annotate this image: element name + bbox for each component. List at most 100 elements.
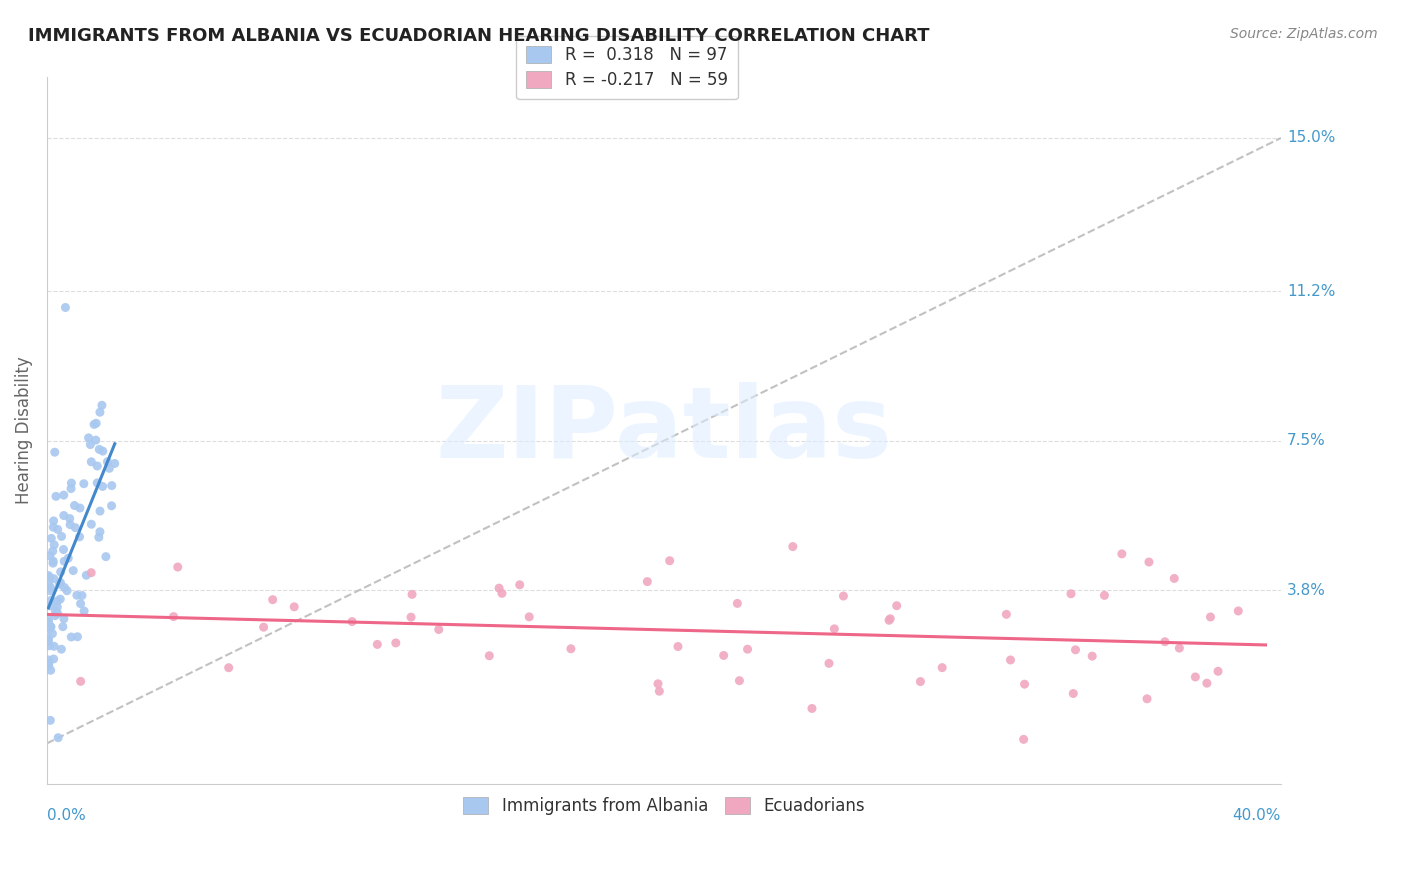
Point bbox=[800, 701, 823, 715]
Point bbox=[52, 612, 75, 626]
Point bbox=[995, 607, 1018, 622]
Point bbox=[44, 538, 66, 552]
Point bbox=[262, 592, 284, 607]
Point bbox=[39, 663, 62, 677]
Point bbox=[44, 445, 66, 459]
Point bbox=[39, 714, 62, 728]
Point bbox=[49, 575, 72, 590]
Point bbox=[37, 633, 59, 648]
Point bbox=[886, 599, 908, 613]
Point bbox=[89, 504, 111, 518]
Text: 3.8%: 3.8% bbox=[1286, 582, 1326, 598]
Point bbox=[91, 479, 114, 493]
Point bbox=[86, 475, 108, 490]
Point bbox=[60, 476, 83, 491]
Point bbox=[90, 398, 112, 412]
Point bbox=[104, 457, 127, 471]
Point bbox=[1184, 670, 1206, 684]
Point bbox=[253, 620, 276, 634]
Point bbox=[91, 444, 114, 458]
Point bbox=[51, 529, 73, 543]
Point bbox=[340, 615, 363, 629]
Point bbox=[1094, 588, 1116, 602]
Point bbox=[96, 455, 118, 469]
Point bbox=[509, 578, 531, 592]
Point bbox=[83, 417, 105, 432]
Point bbox=[162, 609, 184, 624]
Point bbox=[283, 599, 305, 614]
Point bbox=[1137, 555, 1160, 569]
Point bbox=[38, 639, 60, 653]
Point bbox=[37, 576, 59, 591]
Point bbox=[60, 630, 83, 644]
Point bbox=[52, 488, 75, 502]
Point bbox=[39, 549, 62, 563]
Point bbox=[69, 674, 91, 689]
Point bbox=[84, 433, 107, 447]
Point bbox=[1227, 604, 1250, 618]
Point bbox=[37, 632, 59, 646]
Text: 7.5%: 7.5% bbox=[1286, 434, 1326, 448]
Point bbox=[46, 600, 69, 615]
Point bbox=[42, 544, 65, 558]
Point bbox=[39, 620, 62, 634]
Point bbox=[42, 652, 65, 666]
Point bbox=[39, 583, 62, 598]
Point bbox=[39, 599, 62, 613]
Point bbox=[1136, 691, 1159, 706]
Point bbox=[728, 673, 751, 688]
Point bbox=[53, 554, 76, 568]
Point bbox=[58, 551, 80, 566]
Point bbox=[39, 532, 62, 546]
Point bbox=[63, 499, 86, 513]
Point bbox=[73, 476, 96, 491]
Point bbox=[41, 626, 63, 640]
Point bbox=[385, 636, 408, 650]
Point bbox=[478, 648, 501, 663]
Point bbox=[782, 540, 804, 554]
Point bbox=[37, 657, 59, 671]
Point bbox=[517, 610, 540, 624]
Point bbox=[73, 604, 96, 618]
Point bbox=[560, 641, 582, 656]
Text: 0.0%: 0.0% bbox=[46, 808, 86, 823]
Point bbox=[45, 489, 67, 503]
Point bbox=[366, 637, 388, 651]
Point bbox=[1111, 547, 1133, 561]
Point bbox=[86, 458, 108, 473]
Point bbox=[879, 612, 901, 626]
Point bbox=[79, 437, 101, 451]
Point bbox=[77, 431, 100, 445]
Text: 40.0%: 40.0% bbox=[1233, 808, 1281, 823]
Point bbox=[52, 542, 75, 557]
Point bbox=[66, 630, 89, 644]
Text: 15.0%: 15.0% bbox=[1286, 130, 1336, 145]
Point bbox=[1062, 686, 1084, 700]
Point bbox=[37, 615, 59, 630]
Point bbox=[75, 568, 97, 582]
Point bbox=[46, 731, 69, 745]
Point bbox=[48, 577, 70, 591]
Point bbox=[427, 623, 450, 637]
Point bbox=[1195, 676, 1218, 690]
Point bbox=[69, 530, 91, 544]
Point bbox=[100, 478, 122, 492]
Text: IMMIGRANTS FROM ALBANIA VS ECUADORIAN HEARING DISABILITY CORRELATION CHART: IMMIGRANTS FROM ALBANIA VS ECUADORIAN HE… bbox=[28, 27, 929, 45]
Point bbox=[53, 581, 76, 595]
Point bbox=[1081, 649, 1104, 664]
Point bbox=[832, 589, 855, 603]
Point bbox=[87, 530, 110, 544]
Point bbox=[399, 610, 422, 624]
Point bbox=[51, 642, 73, 657]
Point bbox=[44, 604, 66, 618]
Point bbox=[823, 622, 845, 636]
Point bbox=[62, 564, 84, 578]
Text: Source: ZipAtlas.com: Source: ZipAtlas.com bbox=[1230, 27, 1378, 41]
Point bbox=[636, 574, 658, 589]
Point bbox=[1012, 732, 1035, 747]
Point bbox=[98, 461, 121, 475]
Legend: Immigrants from Albania, Ecuadorians: Immigrants from Albania, Ecuadorians bbox=[453, 787, 875, 825]
Point bbox=[218, 661, 240, 675]
Point bbox=[60, 482, 83, 496]
Point bbox=[1154, 634, 1177, 648]
